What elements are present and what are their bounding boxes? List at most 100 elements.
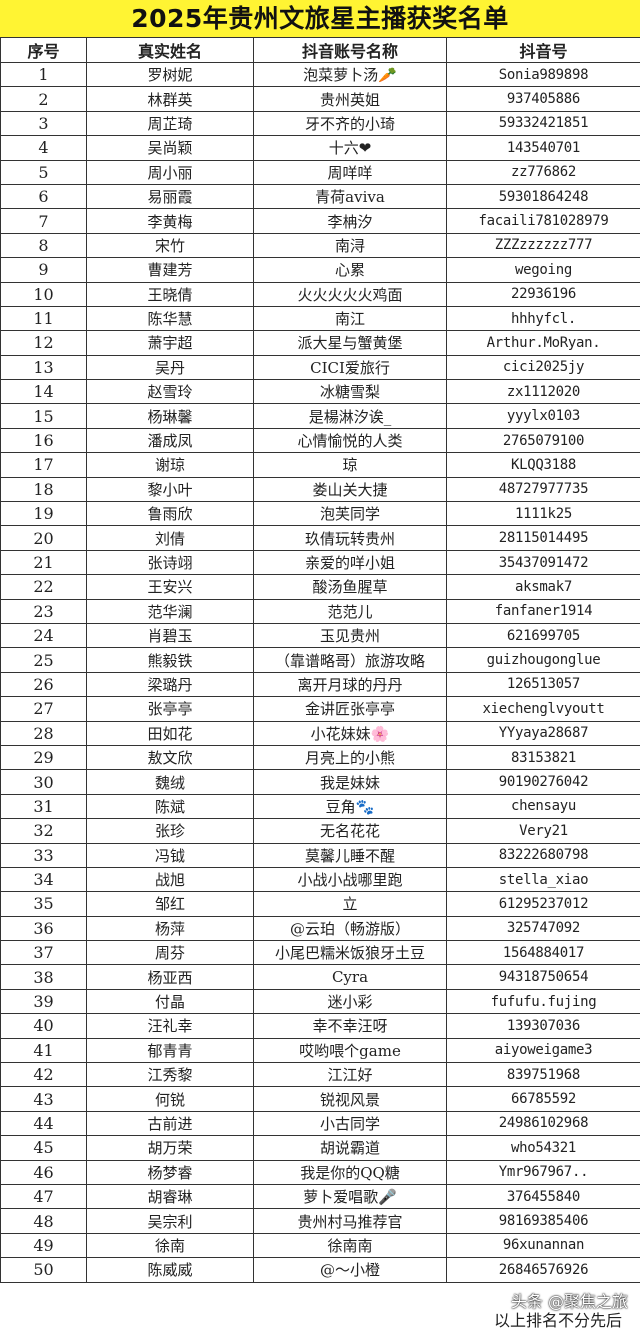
real-name: 汪礼幸 [86, 1013, 254, 1039]
douyin-id: 1111k25 [446, 501, 640, 527]
table-row: 34 战旭 小战小战哪里跑 stella_xiao [0, 866, 640, 893]
table-row: 35 邹红立 61295237012 [0, 891, 640, 917]
real-name: 林群英 [86, 86, 254, 112]
row-index: 47 [0, 1183, 87, 1210]
douyin-id: 83222680798 [446, 842, 640, 868]
douyin-id: 937405886 [446, 86, 640, 112]
watermark: 头条 @聚焦之旅 [510, 1292, 628, 1311]
account-name: 泡菜萝卜汤🥕 [253, 61, 447, 88]
account-name: 琼 [253, 452, 447, 478]
real-name: 敖文欣 [86, 744, 254, 771]
account-name: 娄山关大捷 [253, 476, 447, 503]
account-name: 是楊淋汐诶_ [253, 403, 447, 429]
row-index: 7 [0, 208, 87, 234]
real-name: 吴宗利 [86, 1208, 254, 1234]
douyin-id: xiechenglvyoutt [446, 696, 640, 722]
douyin-id: 839751968 [446, 1062, 640, 1088]
douyin-id: 325747092 [446, 915, 640, 942]
douyin-id: 139307036 [446, 1013, 640, 1039]
table-row: 6 易丽霞 青荷aviva 59301864248 [0, 183, 640, 210]
real-name: 战旭 [86, 866, 254, 893]
douyin-id: Sonia989898 [446, 61, 640, 88]
account-name: 酸汤鱼腥草 [253, 574, 447, 600]
account-name: 牙不齐的小琦 [253, 110, 447, 137]
table-row: 42 江秀黎 江江好 839751968 [0, 1062, 640, 1088]
table-row: 10 王晓倩 火火火火火鸡面 22936196 [0, 281, 640, 307]
account-name: 萝卜爱唱歌🎤 [253, 1183, 447, 1210]
real-name: 罗树妮 [86, 61, 254, 88]
real-name: 徐南 [86, 1232, 254, 1259]
account-name: 离开月球的丹丹 [253, 671, 447, 698]
table-row: 3 周芷琦 牙不齐的小琦 59332421851 [0, 110, 640, 137]
row-index: 21 [0, 549, 87, 576]
row-index: 24 [0, 622, 87, 649]
account-name: 小尾巴糯米饭狼牙土豆 [253, 940, 447, 966]
douyin-id: aksmak7 [446, 574, 640, 600]
real-name: 鲁雨欣 [86, 501, 254, 527]
real-name: 范华澜 [86, 598, 254, 624]
row-index: 48 [0, 1208, 87, 1234]
row-index: 13 [0, 354, 87, 381]
douyin-id: 28115014495 [446, 525, 640, 551]
real-name: 张诗翊 [86, 549, 254, 576]
real-name: 杨亚西 [86, 964, 254, 990]
real-name: 谢琼 [86, 452, 254, 478]
real-name: 周小丽 [86, 159, 254, 185]
account-name: 玖倩玩转贵州 [253, 525, 447, 551]
table-row: 2 林群英 贵州英姐 937405886 [0, 86, 640, 112]
account-name: @～小橙 [253, 1257, 447, 1283]
row-index: 34 [0, 866, 87, 893]
table-row: 33 冯钺 莫馨儿睡不醒 83222680798 [0, 842, 640, 868]
real-name: 周芬 [86, 940, 254, 966]
account-name: 玉见贵州 [253, 622, 447, 649]
real-name: 吴尚颖 [86, 135, 254, 161]
real-name: 萧宇超 [86, 330, 254, 356]
account-name: 月亮上的小熊 [253, 744, 447, 771]
douyin-id: guizhougonglue [446, 647, 640, 673]
table-row: 50 陈威威 @～小橙 26846576926 [0, 1257, 640, 1283]
account-name: 南江 [253, 305, 447, 332]
douyin-id: facaili781028979 [446, 208, 640, 234]
account-name: 锐视风景 [253, 1086, 447, 1112]
account-name: 心情愉悦的人类 [253, 427, 447, 454]
row-index: 49 [0, 1232, 87, 1259]
account-name: 江江好 [253, 1062, 447, 1088]
account-name: 范范儿 [253, 598, 447, 624]
account-name: 周咩咩 [253, 159, 447, 185]
douyin-id: KLQQ3188 [446, 452, 640, 478]
douyin-id: 83153821 [446, 744, 640, 771]
table-row: 47 胡睿琳 萝卜爱唱歌🎤 376455840 [0, 1183, 640, 1210]
real-name: 何锐 [86, 1086, 254, 1112]
douyin-id: ZZZzzzzzz777 [446, 232, 640, 259]
row-index: 6 [0, 183, 87, 210]
row-index: 37 [0, 940, 87, 966]
account-name: @云珀（畅游版） [253, 915, 447, 942]
real-name: 杨萍 [86, 915, 254, 942]
account-name: 火火火火火鸡面 [253, 281, 447, 307]
real-name: 付晶 [86, 988, 254, 1015]
table-row: 25 熊毅铁 （靠谱略哥）旅游攻略 guizhougonglue [0, 647, 640, 673]
table-row: 23 范华澜 范范儿 fanfaner1914 [0, 598, 640, 624]
row-index: 12 [0, 330, 87, 356]
douyin-id: chensayu [446, 793, 640, 820]
row-index: 16 [0, 427, 87, 454]
row-index: 19 [0, 501, 87, 527]
account-name: Cyra [253, 964, 447, 990]
table-row: 30 魏绒 我是妹妹 90190276042 [0, 769, 640, 795]
account-name: 我是妹妹 [253, 769, 447, 795]
account-name: 我是你的QQ糖 [253, 1159, 447, 1185]
header-index: 序号 [0, 37, 87, 63]
real-name: 陈斌 [86, 793, 254, 820]
row-index: 25 [0, 647, 87, 673]
douyin-id: 26846576926 [446, 1257, 640, 1283]
douyin-id: 59332421851 [446, 110, 640, 137]
row-index: 46 [0, 1159, 87, 1185]
table-row: 11 陈华慧 南江 hhhyfcl. [0, 305, 640, 332]
douyin-id: aiyoweigame3 [446, 1037, 640, 1064]
row-index: 1 [0, 61, 87, 88]
douyin-id: Arthur.MoRyan. [446, 330, 640, 356]
row-index: 36 [0, 915, 87, 942]
real-name: 杨梦睿 [86, 1159, 254, 1185]
account-name: 贵州英姐 [253, 86, 447, 112]
row-index: 38 [0, 964, 87, 990]
